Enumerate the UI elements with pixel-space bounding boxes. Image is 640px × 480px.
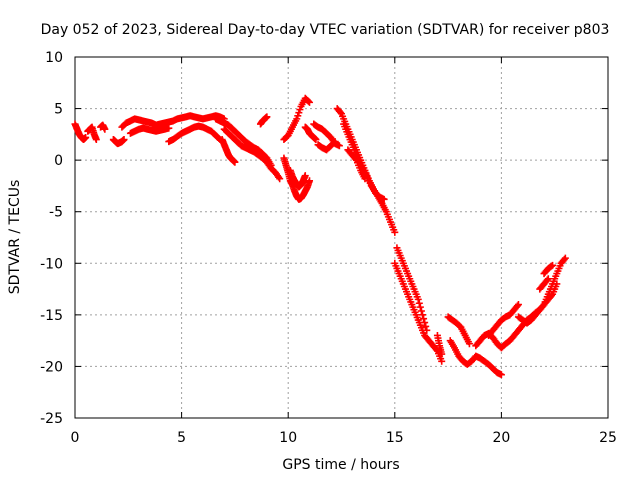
data-point bbox=[420, 315, 428, 323]
y-tick-label: 5 bbox=[54, 102, 63, 118]
x-tick-label: 15 bbox=[386, 430, 404, 446]
data-point bbox=[215, 134, 223, 142]
data-point bbox=[263, 113, 271, 121]
data-point bbox=[417, 307, 425, 315]
data-point bbox=[82, 133, 90, 141]
data-series bbox=[212, 115, 275, 169]
data-point bbox=[306, 98, 314, 106]
data-series bbox=[393, 244, 431, 334]
data-point bbox=[438, 357, 446, 365]
plot-area-border bbox=[74, 56, 609, 419]
data-series bbox=[540, 261, 557, 278]
data-series bbox=[314, 138, 339, 154]
data-point bbox=[544, 275, 552, 283]
data-point bbox=[419, 311, 427, 319]
data-point bbox=[422, 322, 430, 330]
data-series bbox=[71, 120, 90, 144]
data-point bbox=[548, 292, 556, 300]
data-series bbox=[126, 124, 173, 137]
data-series bbox=[109, 136, 128, 148]
y-tick-label: 0 bbox=[54, 153, 63, 169]
data-series bbox=[536, 275, 552, 293]
y-tick-label: -5 bbox=[49, 205, 63, 221]
data-point bbox=[301, 172, 309, 180]
data-series bbox=[220, 125, 284, 183]
data-point bbox=[335, 142, 343, 150]
data-point bbox=[336, 108, 344, 116]
data-point bbox=[165, 124, 173, 132]
x-tick-label: 20 bbox=[492, 430, 510, 446]
data-point bbox=[331, 138, 339, 146]
data-series bbox=[84, 123, 100, 144]
data-series bbox=[433, 331, 446, 358]
data-series bbox=[444, 313, 473, 348]
data-point bbox=[543, 276, 551, 284]
data-point bbox=[276, 175, 284, 183]
data-series bbox=[97, 121, 109, 133]
data-point bbox=[549, 261, 557, 269]
x-tick-label: 0 bbox=[71, 430, 80, 446]
data-point bbox=[312, 136, 320, 144]
data-point bbox=[514, 301, 522, 309]
data-series bbox=[118, 112, 228, 131]
data-point bbox=[361, 175, 369, 183]
data-series bbox=[485, 301, 522, 339]
data-series bbox=[301, 123, 320, 144]
y-tick-label: -25 bbox=[40, 411, 63, 427]
data-point bbox=[465, 340, 473, 348]
data-series bbox=[514, 280, 561, 327]
data-point bbox=[414, 295, 422, 303]
data-series bbox=[391, 259, 446, 365]
data-point bbox=[351, 155, 359, 163]
data-point bbox=[330, 139, 338, 147]
data-point bbox=[101, 125, 109, 133]
data-series bbox=[340, 120, 399, 236]
data-series bbox=[333, 105, 388, 203]
data-series bbox=[256, 113, 271, 128]
data-point bbox=[497, 371, 505, 379]
data-point bbox=[560, 255, 568, 263]
data-series bbox=[280, 94, 314, 144]
data-series bbox=[218, 136, 239, 166]
data-point bbox=[306, 177, 314, 185]
data-point bbox=[391, 228, 399, 236]
axis-ticks: 0 5 10 15 20 25 -25 -20 -15 -10 -5 0 5 10 bbox=[40, 50, 617, 446]
y-tick-label: -10 bbox=[40, 256, 63, 272]
data-point bbox=[553, 280, 561, 288]
data-series bbox=[472, 254, 569, 352]
x-tick-label: 10 bbox=[279, 430, 297, 446]
data-point bbox=[231, 158, 239, 166]
data-series bbox=[165, 122, 224, 146]
x-tick-label: 25 bbox=[599, 430, 617, 446]
data-series bbox=[286, 166, 309, 191]
chart-title: Day 052 of 2023, Sidereal Day-to-day VTE… bbox=[41, 22, 610, 38]
data-point bbox=[438, 350, 446, 358]
data-point bbox=[416, 303, 424, 311]
data-point bbox=[513, 302, 521, 310]
data-point bbox=[120, 136, 128, 144]
y-tick-label: -15 bbox=[40, 308, 63, 324]
y-tick-label: 10 bbox=[45, 50, 63, 66]
data-series bbox=[446, 337, 505, 379]
y-tick-label: -20 bbox=[40, 359, 63, 375]
grid-lines bbox=[75, 57, 608, 418]
y-axis-label: SDTVAR / TECUs bbox=[7, 180, 23, 295]
x-tick-label: 5 bbox=[177, 430, 186, 446]
data-point bbox=[415, 299, 423, 307]
data-point bbox=[304, 97, 312, 105]
x-axis-label: GPS time / hours bbox=[282, 457, 399, 473]
data-point bbox=[92, 136, 100, 144]
data-point bbox=[561, 254, 569, 262]
data-series bbox=[280, 154, 314, 203]
data-points bbox=[71, 94, 569, 379]
data-series bbox=[344, 146, 369, 183]
